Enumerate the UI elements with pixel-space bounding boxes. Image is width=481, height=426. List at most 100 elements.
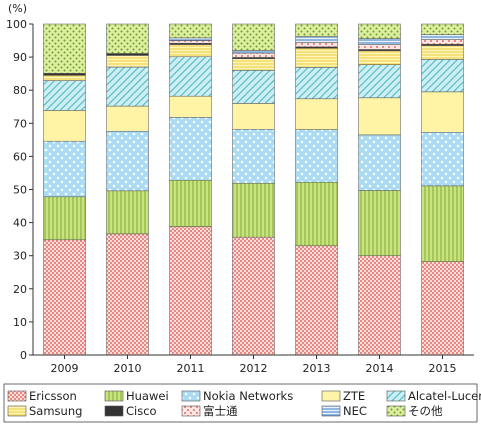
bar-segment: [232, 236, 275, 356]
y-tick-label: 0: [20, 349, 27, 362]
bar-segment: [169, 56, 212, 97]
legend-swatch: [386, 405, 406, 417]
y-tick-label: 50: [13, 184, 27, 197]
bar-segment: [43, 23, 86, 74]
bar-stack-2012: [232, 23, 275, 356]
legend-label: Huawei: [126, 389, 169, 403]
bar-segment: [106, 66, 149, 107]
bar-segment: [169, 226, 212, 356]
x-tick-label: 2011: [177, 362, 205, 375]
bar-segment: [358, 44, 401, 50]
legend-swatch: [181, 390, 201, 402]
legend-label: Samsung: [29, 404, 82, 418]
bar-segment: [421, 59, 464, 93]
legend-label: Alcatel-Lucent: [408, 389, 481, 403]
bar-segment: [43, 80, 86, 111]
bar-segment: [295, 98, 338, 130]
legend-label: Cisco: [126, 404, 157, 418]
bar-stack-2015: [421, 23, 464, 356]
bar-segment: [358, 64, 401, 99]
legend-swatch: [104, 390, 124, 402]
bar-segment: [295, 245, 338, 356]
bar-segment: [421, 39, 464, 45]
y-tick-label: 60: [13, 150, 27, 163]
bars: [43, 23, 464, 356]
bar-segment: [421, 23, 464, 35]
bar-segment: [106, 130, 149, 192]
bar-segment: [106, 53, 149, 56]
x-tick-label: 2009: [51, 362, 79, 375]
bar-segment: [43, 196, 86, 241]
bar-segment: [358, 97, 401, 136]
legend-label: NEC: [343, 404, 367, 418]
bar-segment: [358, 23, 401, 39]
legend-swatch: [104, 405, 124, 417]
bar-segment: [169, 40, 212, 44]
bar-segment: [295, 23, 338, 37]
bar-segment: [43, 110, 86, 142]
legend-swatch: [7, 405, 27, 417]
bar-segment: [43, 75, 86, 81]
bar-segment: [232, 52, 275, 58]
bar-segment: [295, 129, 338, 183]
bar-segment: [295, 47, 338, 68]
bar-segment: [295, 181, 338, 247]
legend-swatch: [386, 390, 406, 402]
bar-segment: [421, 91, 464, 133]
legend: Ericsson Huawei Nokia Networks ZTE Alcatel-L…: [3, 383, 481, 423]
legend-swatch: [7, 390, 27, 402]
bar-segment: [232, 129, 275, 184]
bar-segment: [421, 131, 464, 187]
y-axis: 0 10 20 30 40 50 60 70 80 90 100: [6, 18, 34, 362]
bar-segment: [43, 73, 86, 76]
bar-segment: [106, 233, 149, 356]
bar-segment: [358, 190, 401, 256]
y-tick-label: 70: [13, 117, 27, 130]
y-tick-label: 10: [13, 316, 27, 329]
bar-segment: [358, 50, 401, 65]
y-tick-label: 80: [13, 84, 27, 97]
bar-segment: [106, 105, 149, 132]
bar-segment: [43, 239, 86, 356]
bar-segment: [169, 95, 212, 118]
bar-segment: [169, 23, 212, 39]
bar-stack-2011: [169, 23, 212, 356]
x-tick-label: 2010: [114, 362, 142, 375]
x-tick-label: 2012: [240, 362, 268, 375]
bar-segment: [106, 55, 149, 68]
y-tick-label: 20: [13, 283, 27, 296]
bar-segment: [421, 185, 464, 262]
legend-label: その他: [408, 404, 443, 418]
bar-segment: [169, 117, 212, 181]
y-tick-label: 30: [13, 250, 27, 263]
bar-segment: [169, 44, 212, 58]
bar-stack-2013: [295, 23, 338, 356]
legend-label: Nokia Networks: [203, 389, 293, 403]
bar-segment: [232, 23, 275, 51]
bar-stack-2010: [106, 23, 149, 356]
bar-segment: [232, 58, 275, 71]
legend-label: 富士通: [203, 404, 238, 418]
bar-segment: [43, 140, 86, 198]
bar-segment: [358, 134, 401, 191]
legend-swatch: [321, 405, 341, 417]
bar-segment: [106, 190, 149, 235]
bar-segment: [295, 67, 338, 100]
y-tick-label: 100: [6, 18, 27, 31]
legend-label: Ericsson: [29, 389, 77, 403]
bar-segment: [169, 37, 212, 41]
bar-segment: [421, 45, 464, 60]
bar-segment: [421, 261, 464, 356]
y-axis-unit-label: (%): [8, 2, 27, 15]
bar-segment: [232, 182, 275, 238]
legend-label: ZTE: [343, 389, 365, 403]
bar-segment: [295, 36, 338, 43]
legend-swatch: [181, 405, 201, 417]
x-axis: 2009 2010 2011 2012 2013 2014 2015: [33, 354, 474, 375]
bar-segment: [106, 23, 149, 54]
x-tick-label: 2013: [303, 362, 331, 375]
y-tick-label: 90: [13, 51, 27, 64]
y-tick-label: 40: [13, 217, 27, 230]
bar-segment: [232, 50, 275, 54]
